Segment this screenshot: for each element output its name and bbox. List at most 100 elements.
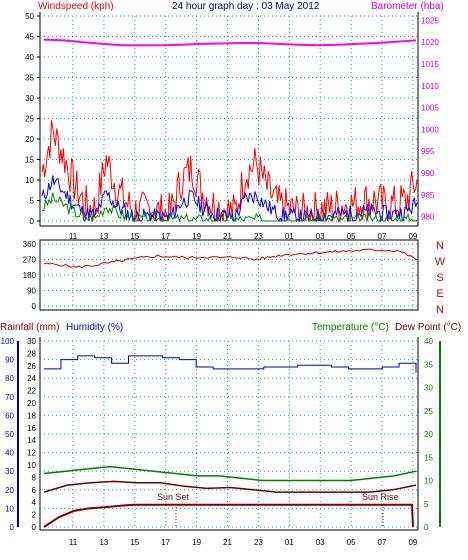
- temperature-tick-label: 0: [424, 523, 429, 532]
- dewpoint-axis-label: Dew Point (°C): [395, 322, 461, 333]
- dewpoint-series: [43, 480, 417, 493]
- wind-avg-series: [41, 175, 418, 223]
- x-tick-label: 21: [223, 538, 232, 547]
- y2-tick-label: 985: [421, 191, 435, 200]
- y-tick-label: 35: [25, 74, 34, 83]
- rainfall-tick-label: 22: [27, 387, 36, 396]
- y-tick-label: 40: [25, 53, 34, 62]
- rainfall-series: [43, 503, 414, 528]
- x-tick-label: 01: [285, 538, 294, 547]
- y2-tick-label: 1020: [421, 38, 439, 47]
- y-tick-label: 30: [25, 94, 34, 103]
- temperature-tick-label: 25: [424, 407, 433, 416]
- y2-tick-label: 1000: [421, 125, 439, 134]
- humidity-axis-label: Humidity (%): [66, 322, 123, 333]
- wind-direction-series: [43, 248, 417, 269]
- temperature-axis-label: Temperature (°C): [312, 322, 389, 333]
- wind-dir-series: [41, 192, 418, 223]
- x-tick-label: 17: [161, 232, 170, 241]
- y-tick-label: 180: [23, 271, 37, 280]
- x-tick-label: 17: [161, 538, 170, 547]
- x-tick-label: 05: [347, 232, 356, 241]
- x-tick-label: 21: [223, 232, 232, 241]
- y-tick-label: 0: [32, 302, 37, 311]
- y-tick-label: 15: [25, 156, 34, 165]
- rainfall-axis-label: Rainfall (mm): [0, 322, 59, 333]
- temperature-tick-label: 10: [424, 477, 433, 486]
- compass-label: W: [435, 256, 446, 268]
- sunset-label: Sun Set: [157, 492, 190, 502]
- x-tick-label: 19: [192, 232, 201, 241]
- y-tick-label: 90: [27, 287, 36, 296]
- humidity-tick-label: 10: [5, 504, 14, 513]
- y2-tick-label: 995: [421, 147, 435, 156]
- chart-title: 24 hour graph day : 03 May 2012: [172, 1, 320, 12]
- rainfall-tick-label: 26: [27, 362, 36, 371]
- x-tick-label: 15: [130, 538, 139, 547]
- x-tick-label: 15: [130, 232, 139, 241]
- x-tick-label: 19: [192, 538, 201, 547]
- barometer-axis-label: Barometer (hba): [371, 1, 444, 12]
- x-tick-label: 09: [408, 232, 417, 241]
- rainfall-tick-label: 18: [27, 411, 36, 420]
- rainfall-tick-label: 4: [32, 498, 37, 507]
- rainfall-tick-label: 6: [32, 486, 37, 495]
- axes: 0510152025303540455098098599099510001005…: [1, 12, 446, 547]
- x-tick-label: 23: [254, 538, 263, 547]
- rainfall-tick-label: 20: [27, 399, 36, 408]
- series: [41, 38, 418, 528]
- humidity-tick-label: 20: [5, 486, 14, 495]
- compass-label: N: [436, 304, 444, 316]
- x-tick-label: 11: [69, 538, 78, 547]
- rainfall-tick-label: 30: [27, 337, 36, 346]
- rainfall-tick-label: 12: [27, 449, 36, 458]
- humidity-tick-label: 90: [5, 356, 14, 365]
- y2-tick-label: 1010: [421, 82, 439, 91]
- x-tick-label: 03: [316, 232, 325, 241]
- gridlines: [40, 15, 418, 528]
- humidity-tick-label: 30: [5, 467, 14, 476]
- humidity-tick-label: 100: [1, 337, 15, 346]
- humidity-tick-label: 70: [5, 393, 14, 402]
- humidity-series: [44, 355, 417, 373]
- x-tick-label: 01: [285, 232, 294, 241]
- temperature-tick-label: 20: [424, 430, 433, 439]
- humidity-tick-label: 0: [10, 523, 15, 532]
- temperature-tick-label: 5: [424, 500, 429, 509]
- rainfall-tick-label: 16: [27, 424, 36, 433]
- compass-label: E: [436, 288, 443, 300]
- y2-tick-label: 1005: [421, 104, 439, 113]
- y-tick-label: 20: [25, 135, 34, 144]
- temperature-tick-label: 30: [424, 384, 433, 393]
- y2-tick-label: 980: [421, 213, 435, 222]
- compass-label: S: [436, 272, 443, 284]
- x-tick-label: 07: [378, 232, 387, 241]
- x-tick-label: 03: [316, 538, 325, 547]
- temperature-series: [43, 465, 417, 482]
- temperature-tick-label: 15: [424, 453, 433, 462]
- rainfall-tick-label: 0: [32, 523, 37, 532]
- x-tick-label: 23: [254, 232, 263, 241]
- y-tick-label: 0: [30, 217, 35, 226]
- y2-tick-label: 1025: [421, 16, 439, 25]
- rainfall-tick-label: 2: [32, 511, 37, 520]
- temperature-tick-label: 35: [424, 360, 433, 369]
- rainfall-tick-label: 8: [32, 473, 37, 482]
- x-tick-label: 07: [378, 538, 387, 547]
- x-tick-label: 05: [347, 538, 356, 547]
- sunrise-label: Sun Rise: [362, 492, 399, 502]
- barometer-series: [43, 38, 417, 47]
- wind-series: [41, 120, 418, 223]
- y-tick-label: 360: [23, 240, 37, 249]
- x-tick-label: 09: [408, 538, 417, 547]
- humidity-tick-label: 60: [5, 411, 14, 420]
- y-tick-label: 5: [30, 197, 35, 206]
- temperature-tick-label: 40: [424, 337, 433, 346]
- y-tick-label: 10: [25, 176, 34, 185]
- y-tick-label: 45: [25, 33, 34, 42]
- x-tick-label: 13: [99, 232, 108, 241]
- rainfall-tick-label: 24: [27, 374, 36, 383]
- y2-tick-label: 1015: [421, 60, 439, 69]
- rainfall-tick-label: 10: [27, 461, 36, 470]
